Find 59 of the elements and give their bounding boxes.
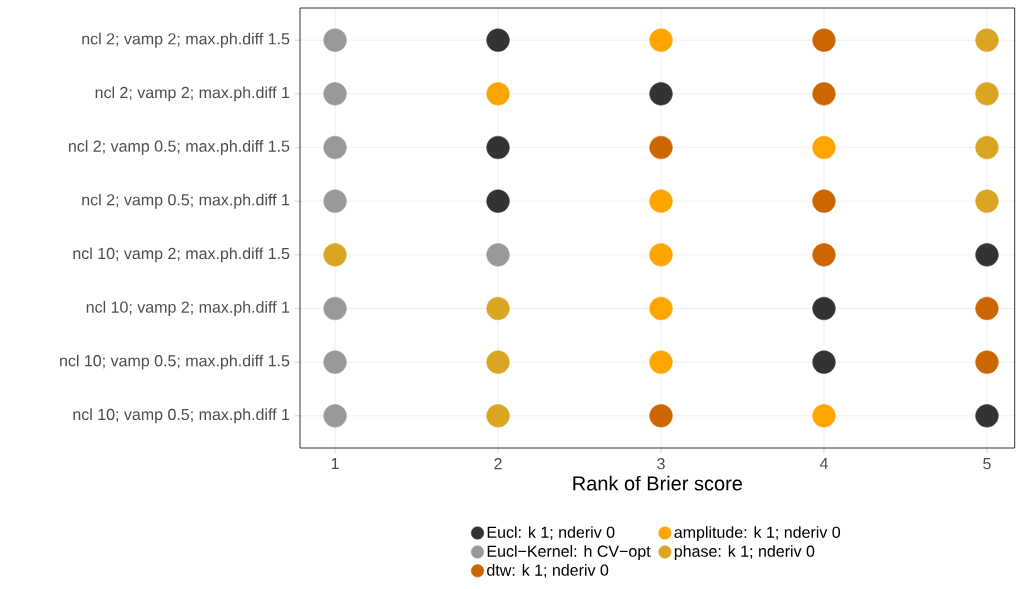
- point: [975, 82, 999, 106]
- point: [486, 189, 510, 213]
- point: [812, 350, 836, 374]
- y-tick-label: ncl 10; vamp 2; max.ph.diff 1: [86, 300, 290, 316]
- x-tick-label: 3: [657, 457, 665, 470]
- point: [486, 404, 510, 428]
- y-tick-label: ncl 2; vamp 0.5; max.ph.diff 1.5: [68, 139, 290, 155]
- point: [486, 28, 510, 52]
- point: [323, 189, 347, 213]
- point: [975, 350, 999, 374]
- point: [649, 350, 673, 374]
- y-tick-label: ncl 10; vamp 0.5; max.ph.diff 1: [73, 408, 290, 424]
- point: [812, 189, 836, 213]
- y-tick-label: ncl 2; vamp 0.5; max.ph.diff 1: [82, 193, 290, 209]
- point: [486, 82, 510, 106]
- point: [812, 135, 836, 159]
- x-tick-label: 2: [494, 457, 502, 470]
- legend-label: Eucl−Kernel: h CV−opt: [487, 544, 651, 560]
- point: [323, 296, 347, 320]
- point: [323, 28, 347, 52]
- point: [486, 296, 510, 320]
- legend-label: amplitude: k 1; nderiv 0: [674, 526, 841, 541]
- point: [812, 82, 836, 106]
- legend-label: phase: k 1; nderiv 0: [674, 544, 815, 560]
- point: [975, 28, 999, 52]
- point: [323, 350, 347, 374]
- point: [323, 404, 347, 428]
- point: [975, 189, 999, 213]
- point: [486, 243, 510, 267]
- point: [649, 189, 673, 213]
- point: [975, 296, 999, 320]
- y-tick-label: ncl 2; vamp 2; max.ph.diff 1.5: [82, 32, 290, 48]
- point: [649, 243, 673, 267]
- x-tick-label: 1: [331, 457, 339, 469]
- point: [649, 82, 673, 106]
- x-axis-title: Rank of Brier score: [573, 475, 742, 491]
- point: [486, 350, 510, 374]
- point: [975, 404, 999, 428]
- point: [649, 28, 673, 52]
- point: [812, 296, 836, 320]
- point: [812, 404, 836, 428]
- point: [812, 243, 836, 267]
- point: [812, 28, 836, 52]
- point: [975, 135, 999, 159]
- point: [975, 243, 999, 267]
- y-tick-label: ncl 10; vamp 0.5; max.ph.diff 1.5: [60, 354, 290, 370]
- point: [649, 404, 673, 428]
- point: [323, 82, 347, 106]
- legend-label: dtw: k 1; nderiv 0: [487, 563, 609, 578]
- point: [323, 135, 347, 159]
- legend-label: Eucl: k 1; nderiv 0: [487, 526, 615, 540]
- x-tick-label: 5: [983, 457, 991, 470]
- x-tick-label: 4: [819, 457, 828, 469]
- y-tick-label: ncl 2; vamp 2; max.ph.diff 1: [95, 86, 290, 102]
- point: [323, 243, 347, 267]
- point: [649, 135, 673, 159]
- y-tick-label: ncl 10; vamp 2; max.ph.diff 1.5: [73, 247, 290, 263]
- point: [486, 135, 510, 159]
- point: [649, 296, 673, 320]
